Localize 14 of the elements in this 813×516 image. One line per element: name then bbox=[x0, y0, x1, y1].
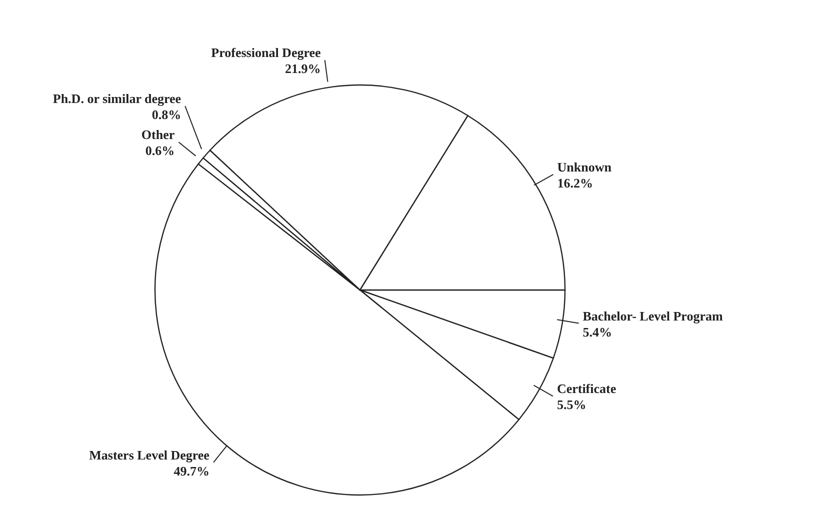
slice-label: Professional Degree bbox=[211, 45, 322, 60]
data-label: 16.2% bbox=[557, 175, 594, 190]
slice-label: Unknown bbox=[557, 159, 612, 174]
slice-label: Other bbox=[141, 127, 175, 142]
data-label: 5.5% bbox=[556, 397, 586, 412]
data-label: 21.9% bbox=[285, 61, 321, 76]
slice-label: Certificate bbox=[556, 381, 616, 396]
data-label: 49.7% bbox=[174, 463, 210, 478]
slice-label: Ph.D. or similar degree bbox=[52, 91, 182, 106]
data-label: 5.4% bbox=[582, 324, 612, 340]
slice-label: Masters Level Degree bbox=[89, 447, 210, 462]
data-label: 0.6% bbox=[145, 143, 175, 158]
data-label: 0.8% bbox=[152, 107, 182, 122]
slice-label: Bachelor- Level Program bbox=[582, 308, 723, 324]
